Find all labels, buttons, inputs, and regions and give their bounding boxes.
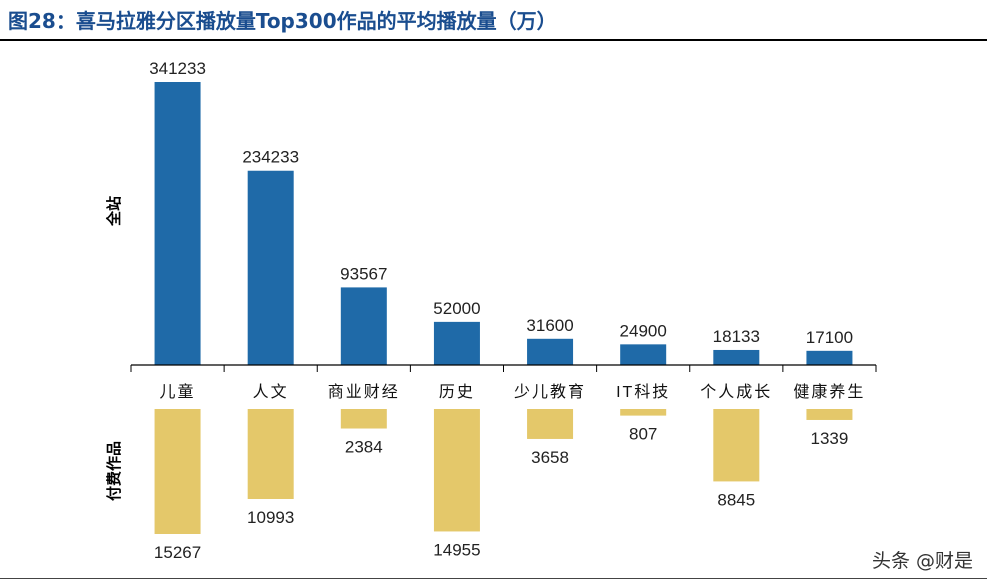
top-bar	[340, 287, 387, 365]
category-label: 儿童	[160, 382, 196, 401]
top-bar-value-label: 93567	[340, 264, 387, 283]
bottom-bar	[620, 409, 667, 416]
top-bar	[247, 170, 294, 365]
bottom-divider	[0, 578, 987, 579]
bottom-bar-value-label: 15267	[154, 543, 201, 562]
top-bar	[433, 321, 480, 365]
bottom-bar	[713, 409, 760, 482]
bottom-bar	[433, 409, 480, 532]
category-label: IT科技	[616, 383, 670, 401]
top-bar	[713, 349, 760, 365]
top-bars-group	[154, 82, 853, 365]
category-label: 健康养生	[793, 383, 865, 401]
labels-group: 341233 儿童 15267 234233 人文 10993 93567 商业财经 2384 5…	[105, 59, 865, 562]
watermark: 头条 @财是	[871, 550, 973, 572]
top-bar-value-label: 52000	[433, 299, 480, 318]
top-bar-value-label: 31600	[526, 316, 573, 335]
top-bar-value-label: 17100	[806, 328, 853, 347]
top-bar	[620, 344, 667, 365]
chart-title: 图28：喜马拉雅分区播放量Top300作品的平均播放量（万）	[8, 9, 557, 33]
bottom-bar	[340, 409, 387, 429]
bottom-bar-value-label: 2384	[345, 438, 383, 457]
bottom-bar-value-label: 1339	[811, 429, 849, 448]
bottom-bar-value-label: 3658	[531, 448, 569, 467]
bottom-bar	[806, 409, 853, 420]
category-label: 商业财经	[328, 383, 400, 401]
bottom-bars-group	[154, 409, 853, 534]
top-bar-value-label: 341233	[149, 59, 206, 78]
category-label: 少儿教育	[514, 383, 586, 401]
category-label: 历史	[439, 383, 475, 401]
y-axis-label-top: 全站	[105, 196, 123, 227]
title-divider	[0, 39, 987, 41]
bottom-bar-value-label: 8845	[717, 490, 755, 509]
bottom-bar	[154, 409, 201, 534]
top-bar-value-label: 24900	[620, 321, 667, 340]
axis-ticks-group	[130, 365, 877, 372]
bottom-bar	[527, 409, 574, 439]
category-label: 个人成长	[700, 383, 772, 401]
bottom-bar-value-label: 10993	[247, 508, 294, 527]
bottom-bar-value-label: 807	[629, 425, 657, 444]
bottom-bar-value-label: 14955	[433, 540, 480, 559]
category-label: 人文	[253, 383, 289, 401]
top-bar-value-label: 234233	[242, 148, 299, 167]
top-bar	[154, 82, 201, 365]
top-bar	[527, 338, 574, 365]
y-axis-label-bottom: 付费作品	[105, 441, 123, 501]
top-bar	[806, 350, 853, 365]
bottom-bar	[247, 409, 294, 500]
top-bar-value-label: 18133	[713, 327, 760, 346]
